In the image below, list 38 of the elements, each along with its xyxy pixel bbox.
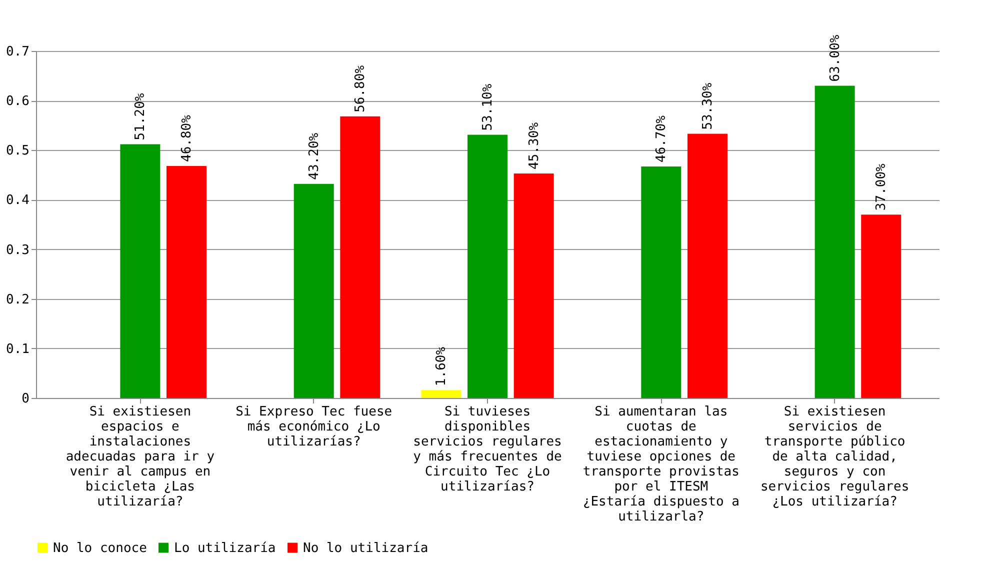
bar	[641, 166, 682, 398]
data-label: 53.30%	[700, 82, 716, 130]
data-label: 51.20%	[133, 93, 148, 140]
bar	[294, 184, 334, 398]
y-tick-label: 0.4	[6, 193, 30, 208]
x-tick-label: Si aumentaran las cuotas de estacionamiento y tuviese opciones de transporte provistas por el ITESM ¿Estaría dispuesto a utilizarla?	[582, 404, 740, 524]
y-tick-label: 0.7	[6, 44, 30, 60]
y-tick-label: 0.2	[6, 292, 30, 308]
data-label: 45.30%	[526, 122, 542, 170]
x-tick-label: Si existiesen espacios e instalaciones adecuadas para ir y venir al campus en bicicleta ¿Las utilizaría?	[66, 404, 215, 510]
bar	[421, 390, 462, 398]
data-label: 1.60%	[434, 346, 450, 386]
y-tick-label: 0.6	[6, 94, 30, 110]
x-tick-label: Si existiesen servicios de transporte público de alta calidad, seguros y con servicios regulares ¿Los utilizaría?	[760, 404, 910, 510]
data-label: 46.80%	[180, 114, 194, 162]
data-label: 56.80%	[353, 65, 368, 112]
x-tick-label: Si tuvieses disponibles servicios regulares y más frecuentes de Circuito Tec ¿Lo utilizarías?	[413, 404, 562, 494]
y-tick-label: 0.5	[6, 144, 30, 159]
data-label: 63.00%	[828, 34, 843, 82]
data-label: 46.70%	[654, 115, 670, 162]
y-tick-label: 0	[22, 392, 30, 406]
data-label: 37.00%	[874, 163, 890, 211]
data-label: 53.10%	[480, 84, 496, 131]
bar	[687, 134, 728, 398]
legend-label: No lo conoce	[53, 540, 148, 556]
legend-label: Lo utilizaría	[174, 540, 276, 556]
y-tick-label: 0.1	[6, 342, 30, 357]
bar	[514, 173, 554, 398]
bar	[340, 116, 380, 398]
bar	[861, 214, 902, 398]
bar	[120, 144, 160, 398]
bar	[468, 134, 508, 398]
data-label: 43.20%	[306, 132, 322, 180]
bar	[166, 166, 206, 398]
legend-label: No lo utilizaría	[303, 540, 428, 556]
x-tick-label: Si Expreso Tec fuese más económico ¿Lo utilizarías?	[236, 404, 392, 450]
y-tick-label: 0.3	[6, 242, 30, 258]
bar	[814, 86, 855, 398]
